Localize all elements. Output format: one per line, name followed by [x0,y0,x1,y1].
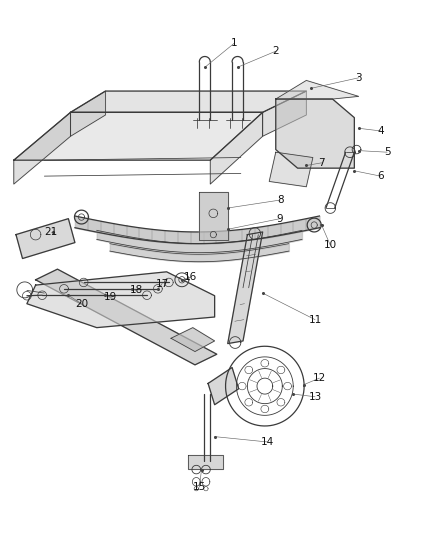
Text: 21: 21 [44,227,57,237]
Text: 4: 4 [377,126,384,136]
Text: 3: 3 [355,73,362,83]
Polygon shape [71,91,106,136]
Polygon shape [16,219,75,259]
Text: 16: 16 [184,272,197,282]
Polygon shape [27,272,215,328]
Text: 8: 8 [277,195,283,205]
Polygon shape [14,112,71,184]
Polygon shape [208,368,239,405]
Text: 18: 18 [129,286,143,295]
Text: 5: 5 [384,147,390,157]
Polygon shape [199,192,228,240]
Text: 20: 20 [75,298,88,309]
Text: 15: 15 [193,482,206,492]
Text: 6: 6 [377,171,384,181]
Text: 10: 10 [324,240,337,250]
Polygon shape [210,112,263,184]
Text: 2: 2 [272,46,279,56]
Polygon shape [276,80,359,99]
Text: 19: 19 [104,292,117,302]
Text: 14: 14 [261,437,274,447]
Text: 12: 12 [313,373,326,383]
Polygon shape [14,112,263,160]
Polygon shape [269,152,313,187]
Text: 13: 13 [308,392,321,402]
Text: 17: 17 [155,279,169,288]
Polygon shape [71,91,306,112]
Text: 9: 9 [277,214,283,224]
Text: 1: 1 [231,38,237,48]
Polygon shape [276,99,354,168]
Text: 7: 7 [318,158,325,168]
Polygon shape [228,232,263,344]
Text: 11: 11 [308,314,321,325]
Polygon shape [263,91,306,136]
Polygon shape [35,269,217,365]
Polygon shape [171,328,215,352]
Polygon shape [188,455,223,469]
